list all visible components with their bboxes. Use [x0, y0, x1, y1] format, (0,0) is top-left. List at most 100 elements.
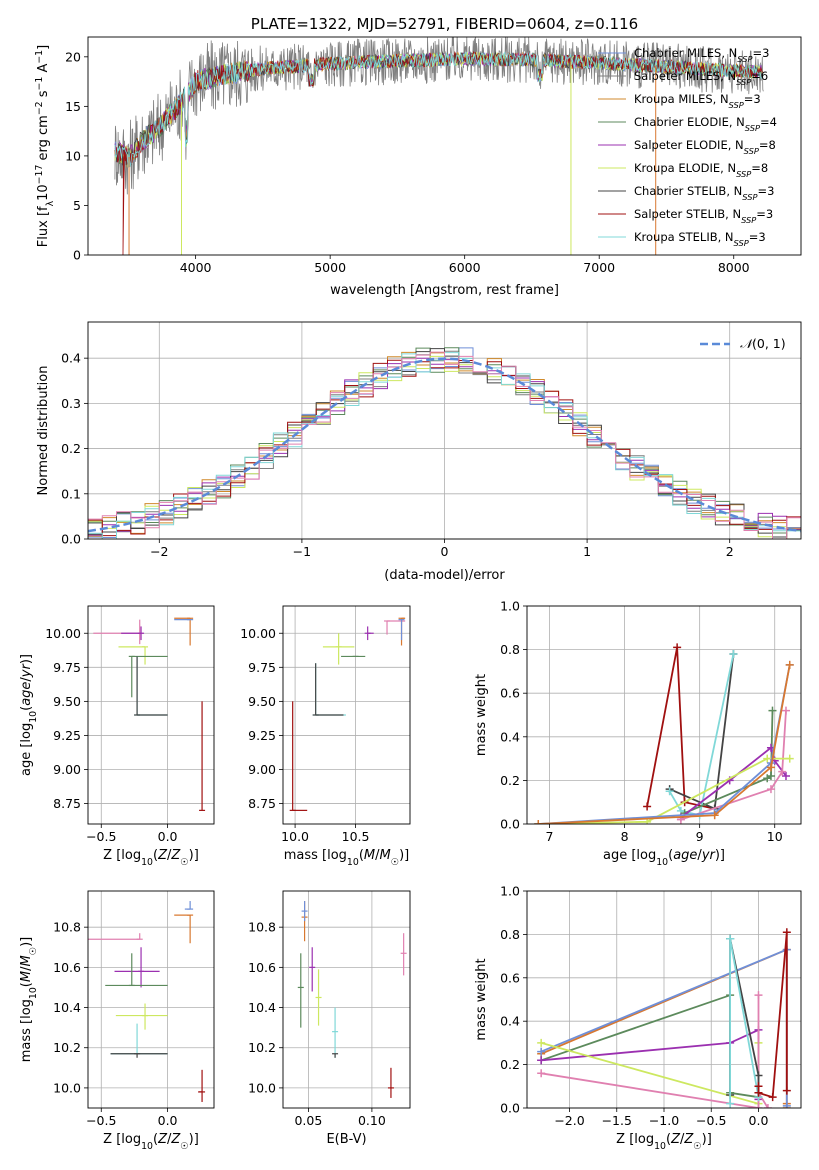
- series-line: [680, 710, 787, 821]
- y-tick-label: 0.2: [500, 773, 520, 788]
- x-tick-label: 0: [441, 544, 449, 559]
- x-axis-label: wavelength [Angstrom, rest frame]: [330, 283, 559, 298]
- plot-area: [297, 901, 407, 1098]
- x-tick-label: 7000: [583, 260, 615, 275]
- series-marker: [710, 811, 719, 820]
- series-line: [646, 647, 715, 810]
- legend-entry: 𝒩(0, 1): [740, 336, 786, 351]
- y-tick-label: 0.0: [61, 532, 81, 547]
- y-tick-label: 10.2: [248, 1040, 276, 1055]
- series-line: [540, 1042, 760, 1105]
- y-tick-label: 10.4: [53, 1000, 81, 1015]
- y-axis-label: mass weight: [474, 674, 489, 756]
- axes-frame: [282, 605, 411, 825]
- y-tick-label: 0.2: [500, 1057, 520, 1072]
- y-tick-label: 9.00: [53, 762, 81, 777]
- series-marker: [673, 643, 682, 652]
- y-tick-label: 10.6: [53, 960, 81, 975]
- x-tick-label: 5000: [314, 260, 346, 275]
- chart-spectrum: 4000 5000 6000 7000 8000 0 5 10 15 20 PLATE=1322, …: [34, 15, 802, 298]
- y-tick-label: 10.6: [248, 960, 276, 975]
- series-marker: [754, 1088, 763, 1097]
- legend-entry: Chabrier STELIB, NSSP=3: [634, 184, 774, 202]
- plot-area: [88, 347, 801, 539]
- x-axis-label: Z [log10(Z/Z☉)]: [103, 848, 199, 868]
- x-axis-label: Z [log10(Z/Z☉)]: [103, 1132, 199, 1152]
- y-tick-label: 9.25: [53, 728, 81, 743]
- y-tick-label: 9.75: [248, 660, 276, 675]
- y-tick-label: 15: [65, 99, 81, 114]
- y-tick-label: 0.1: [61, 486, 81, 501]
- series-marker: [785, 754, 794, 763]
- x-tick-label: −1.0: [649, 1113, 679, 1128]
- y-tick-label: 9.75: [53, 660, 81, 675]
- legend-entry: Kroupa STELIB, NSSP=3: [634, 230, 766, 248]
- legend-entry: Salpeter MILES, NSSP=6: [634, 69, 768, 87]
- plot-area: [88, 901, 206, 1102]
- series-marker: [782, 1086, 791, 1095]
- chart-mass_vs_ebv: 0.05 0.10 10.0 10.2 10.4 10.6 10.8 E(B-V): [248, 890, 411, 1147]
- series-line: [540, 993, 759, 1099]
- y-tick-label: 10.8: [248, 920, 276, 935]
- spectrum-line: [114, 37, 764, 195]
- x-tick-label: −0.5: [86, 1113, 116, 1128]
- y-tick-label: 0.4: [500, 1014, 520, 1029]
- y-tick-label: 10.0: [53, 1080, 81, 1095]
- chart-age_vs_mass: 10.0 10.5 8.75 9.00 9.25 9.50 9.75 10.00 mass [l…: [240, 605, 411, 868]
- y-tick-label: 0.0: [500, 817, 520, 832]
- legend-entry: Salpeter ELODIE, NSSP=8: [634, 138, 776, 156]
- series-line: [684, 710, 774, 814]
- legend-entry: Chabrier MILES, NSSP=3: [634, 46, 769, 64]
- y-tick-label: 10.2: [53, 1040, 81, 1055]
- plot-area: [537, 928, 791, 1108]
- series-marker: [754, 991, 763, 1000]
- y-axis-label: mass weight: [474, 958, 489, 1040]
- series-marker: [537, 1069, 546, 1078]
- series-marker: [785, 660, 794, 669]
- series-line: [757, 932, 788, 1099]
- chart-age_vs_Z: −0.5 0.0 8.75 9.00 9.25 9.50 9.75 10.00 Z [log10…: [19, 605, 215, 868]
- x-tick-label: 7: [546, 829, 554, 844]
- y-tick-label: 0.3: [61, 396, 81, 411]
- series-marker: [763, 754, 772, 763]
- y-tick-label: 10.00: [45, 626, 81, 641]
- y-axis-label: Flux [fλ10−17 erg cm−2 s−1 A−1]: [34, 45, 56, 247]
- series-marker: [537, 1056, 546, 1065]
- series-line: [538, 664, 791, 824]
- x-tick-label: −2.0: [554, 1113, 584, 1128]
- x-tick-label: −1.5: [602, 1113, 632, 1128]
- y-tick-label: 1.0: [500, 599, 520, 614]
- legend-entry: Kroupa ELODIE, NSSP=8: [634, 161, 768, 179]
- legend: Chabrier MILES, NSSP=3 Salpeter MILES, NS…: [598, 46, 777, 248]
- series-marker: [763, 1104, 772, 1108]
- series-marker: [537, 1047, 546, 1056]
- x-axis-label: E(B-V): [326, 1132, 366, 1147]
- chart-massweight_vs_Z: −2.0 −1.5 −1.0 −0.5 0.0 0.0 0.2 0.4 0.6 0.8 1.0 mas…: [474, 884, 802, 1152]
- series-marker: [754, 1104, 763, 1108]
- y-tick-label: 9.50: [248, 694, 276, 709]
- y-tick-label: 9.50: [53, 694, 81, 709]
- x-tick-label: 8: [621, 829, 629, 844]
- x-axis-label: (data-model)/error: [384, 568, 505, 583]
- x-tick-label: −1: [293, 544, 311, 559]
- axes-frame: [87, 36, 802, 256]
- series-marker: [754, 1071, 763, 1080]
- axes-frame: [87, 605, 215, 825]
- x-tick-label: 0.10: [358, 1113, 386, 1128]
- y-tick-label: 0.4: [500, 729, 520, 744]
- x-tick-label: −0.5: [696, 1113, 726, 1128]
- x-tick-label: 1: [583, 544, 591, 559]
- series-marker: [781, 706, 790, 715]
- series-marker: [729, 649, 738, 658]
- x-tick-label: −0.5: [86, 829, 116, 844]
- chart-title: PLATE=1322, MJD=52791, FIBERID=0604, z=0…: [251, 15, 638, 33]
- x-axis-label: Z [log10(Z/Z☉)]: [616, 1132, 712, 1152]
- plot-area: [289, 617, 406, 811]
- y-axis-label: age [log10(age/yr)]: [19, 654, 39, 776]
- series-line: [538, 757, 790, 824]
- series-marker: [782, 928, 791, 937]
- series-marker: [768, 706, 777, 715]
- y-tick-label: 0.8: [500, 927, 520, 942]
- x-tick-label: 0.0: [158, 1113, 178, 1128]
